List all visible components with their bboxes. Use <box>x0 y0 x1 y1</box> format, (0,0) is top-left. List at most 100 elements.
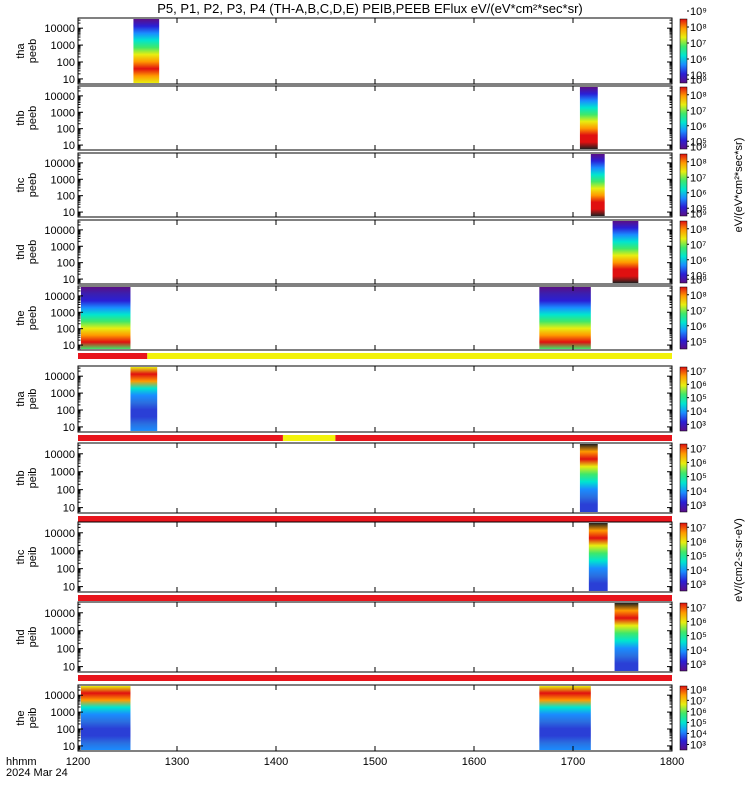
spectrogram-block <box>539 686 591 750</box>
colorbar <box>679 602 688 672</box>
y-tick-label: 1000 <box>51 307 75 319</box>
x-tick-label: 1700 <box>561 756 585 768</box>
y-tick-label: 10 <box>63 207 75 219</box>
panel-label-product: peib <box>27 627 39 648</box>
colorbar <box>679 443 688 513</box>
y-tick-label: 100 <box>57 644 75 656</box>
colorbar-tick-label: 10⁴ <box>690 486 707 498</box>
panel-thb-peeb: 10 100 1000 10000 thb peeb 10⁵ 10⁶ 10⁷ 10⁸ 10⁹ <box>15 74 707 152</box>
colorbar-tick-label: 10⁶ <box>690 321 707 333</box>
colorbar-tick-label: 10⁴ <box>690 728 707 740</box>
x-tick-label: 1400 <box>264 756 288 768</box>
panel-label-probe: the <box>15 310 27 325</box>
colorbar <box>679 18 688 84</box>
colorbar <box>679 366 688 432</box>
colorbar-tick-label: 10⁹ <box>690 74 707 86</box>
colorbar-tick-label: 10⁵ <box>690 631 707 643</box>
y-tick-label: 100 <box>57 124 75 136</box>
panel-label-product: peib <box>27 468 39 489</box>
y-tick-label: 100 <box>57 324 75 336</box>
panel-label-probe: thd <box>15 629 27 644</box>
panel-label-product: peib <box>27 708 39 729</box>
colorbar-tick-label: 10³ <box>690 739 706 751</box>
colorbar-tick-label: 10⁵ <box>690 203 707 215</box>
y-tick-label: 10000 <box>44 291 75 303</box>
y-tick-label: 10 <box>63 422 75 434</box>
colorbar-tick-label: 10⁵ <box>690 472 707 484</box>
colorbar <box>679 286 688 350</box>
x-axis-label-date: 2024 Mar 24 <box>6 767 68 779</box>
colorbar-tick-label: 10⁸ <box>690 90 707 102</box>
y-tick-label: 100 <box>57 57 75 69</box>
y-tick-label: 100 <box>57 564 75 576</box>
colorbar-tick-label: 10⁶ <box>690 379 707 391</box>
panel-label-product: peeb <box>27 39 39 63</box>
panel-thd-peeb: 10 100 1000 10000 thd peeb 10⁵ 10⁶ 10⁷ 10⁸ 10⁹ <box>15 208 707 286</box>
x-tick-label: 1200 <box>66 756 90 768</box>
colorbar-tick-label: 10³ <box>690 659 706 671</box>
status-bar-segment <box>78 353 148 359</box>
y-tick-label: 1000 <box>51 241 75 253</box>
status-bar-segment <box>147 353 673 359</box>
panel-label-probe: thb <box>15 110 27 125</box>
y-tick-label: 1000 <box>51 467 75 479</box>
colorbar-tick-label: 10⁷ <box>690 366 706 378</box>
y-tick-label: 100 <box>57 258 75 270</box>
x-axis-label-hhmm: hhmm <box>6 756 37 768</box>
y-tick-label: 10000 <box>44 158 75 170</box>
panel-frame <box>77 17 673 85</box>
x-tick-label: 1500 <box>363 756 387 768</box>
spectrogram-block <box>539 287 591 349</box>
panel-tha-peeb: 10 100 1000 10000 tha peeb 10⁵ 10⁶ 10⁷ 10⁸ 10⁹ <box>15 6 707 86</box>
panel-label-probe: thd <box>15 244 27 259</box>
colorbar <box>679 86 688 150</box>
spectrogram-block <box>80 686 131 750</box>
colorbar-tick-label: 10⁹ <box>690 274 707 286</box>
colorbar <box>679 522 688 592</box>
panel-thc-peib: 10 100 1000 10000 thc peib 10³ 10⁴ 10⁵ 10⁶ 10⁷ <box>15 521 707 601</box>
panel-label-product: peeb <box>27 240 39 264</box>
colorbar-tick-label: 10⁷ <box>690 105 706 117</box>
y-tick-label: 1000 <box>51 707 75 719</box>
colorbar <box>679 153 688 217</box>
colorbar-tick-label: 10⁷ <box>690 172 706 184</box>
colorbar-tick-label: 10⁸ <box>690 224 707 236</box>
spectrogram-block <box>612 221 639 283</box>
colorbar-tick-label: 10⁸ <box>690 684 707 696</box>
panel-frame <box>77 601 673 673</box>
y-tick-label: 10000 <box>44 608 75 620</box>
colorbar-tick-label: 10⁶ <box>690 255 707 267</box>
y-tick-label: 100 <box>57 191 75 203</box>
y-tick-label: 10 <box>63 140 75 152</box>
y-tick-label: 10000 <box>44 91 75 103</box>
y-tick-label: 1000 <box>51 107 75 119</box>
panel-label-probe: thb <box>15 470 27 485</box>
y-tick-label: 10000 <box>44 23 75 35</box>
panel-label-probe: tha <box>15 42 27 58</box>
colorbar-tick-label: 10⁵ <box>690 270 707 282</box>
y-tick-label: 10 <box>63 340 75 352</box>
y-tick-label: 1000 <box>51 174 75 186</box>
colorbar-tick-label: 10⁴ <box>690 645 707 657</box>
y-tick-label: 10000 <box>44 528 75 540</box>
spectrogram-block <box>579 444 598 512</box>
y-tick-label: 10 <box>63 582 75 594</box>
colorbar-tick-label: 10⁹ <box>690 141 707 153</box>
spectrogram-block <box>590 154 605 216</box>
panel-frame <box>77 219 673 285</box>
y-tick-label: 10 <box>63 741 75 753</box>
x-tick-label: 1800 <box>660 756 684 768</box>
status-bar-segment <box>78 516 672 522</box>
y-tick-label: 100 <box>57 405 75 417</box>
y-tick-label: 10000 <box>44 449 75 461</box>
panel-frame <box>77 152 673 218</box>
panel-the-peeb: 10 100 1000 10000 the peeb 10⁵ 10⁶ 10⁷ 10⁸ 10⁹ <box>15 274 707 359</box>
panel-label-probe: tha <box>15 390 27 406</box>
colorbar-tick-label: 10⁶ <box>690 121 707 133</box>
panel-label-product: peeb <box>27 106 39 130</box>
colorbar-tick-label: 10⁹ <box>690 6 707 18</box>
colorbar-tick-label: 10⁶ <box>690 457 707 469</box>
